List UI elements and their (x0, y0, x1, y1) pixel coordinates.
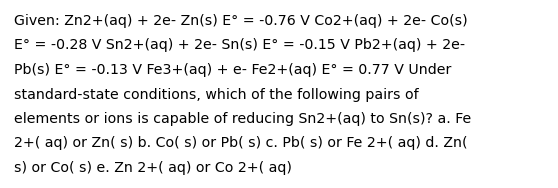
Text: standard-state conditions, which of the following pairs of: standard-state conditions, which of the … (14, 87, 418, 102)
Text: Pb(s) E° = -0.13 V Fe3+(aq) + e- Fe2+(aq) E° = 0.77 V Under: Pb(s) E° = -0.13 V Fe3+(aq) + e- Fe2+(aq… (14, 63, 451, 77)
Text: E° = -0.28 V Sn2+(aq) + 2e- Sn(s) E° = -0.15 V Pb2+(aq) + 2e-: E° = -0.28 V Sn2+(aq) + 2e- Sn(s) E° = -… (14, 39, 465, 52)
Text: s) or Co( s) e. Zn 2+( aq) or Co 2+( aq): s) or Co( s) e. Zn 2+( aq) or Co 2+( aq) (14, 161, 292, 175)
Text: 2+( aq) or Zn( s) b. Co( s) or Pb( s) c. Pb( s) or Fe 2+( aq) d. Zn(: 2+( aq) or Zn( s) b. Co( s) or Pb( s) c.… (14, 136, 468, 151)
Text: elements or ions is capable of reducing Sn2+(aq) to Sn(s)? a. Fe: elements or ions is capable of reducing … (14, 112, 472, 126)
Text: Given: Zn2+(aq) + 2e- Zn(s) E° = -0.76 V Co2+(aq) + 2e- Co(s): Given: Zn2+(aq) + 2e- Zn(s) E° = -0.76 V… (14, 14, 468, 28)
